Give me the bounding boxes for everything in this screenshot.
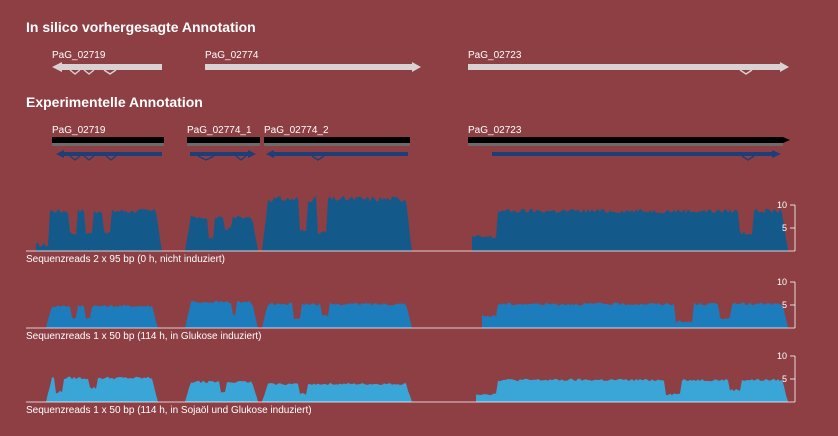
track-tick-label-10-2: 10	[777, 277, 787, 287]
track-tick-label-5-3: 5	[782, 374, 787, 384]
track-caption-3: Sequenzreads 1 x 50 bp (114 h, in Sojaöl…	[26, 405, 312, 416]
predicted-intron-marks-3	[739, 69, 753, 75]
strand-introns-2	[197, 155, 247, 161]
strand-arrow-1	[56, 150, 162, 158]
strand-introns-3	[311, 155, 325, 161]
track-tick-label-10-1: 10	[777, 200, 787, 210]
track-caption-1: Sequenzreads 2 x 95 bp (0 h, nicht induz…	[26, 254, 225, 265]
coverage-track-3: 10 5 Sequenzreads 1 x 50 bp (114 h, in S…	[26, 351, 796, 416]
transcript-shadow-1	[52, 143, 164, 146]
coverage-track-1: 10 5 Sequenzreads 2 x 95 bp (0 h, nicht …	[26, 196, 796, 265]
transcript-shadow-3	[264, 143, 410, 146]
predicted-arrow-3	[468, 62, 789, 72]
experimental-gene-label-2: PaG_02774_1	[187, 125, 252, 136]
experimental-transcripts	[52, 137, 790, 146]
strand-introns-1	[69, 155, 117, 161]
experimental-gene-label-1: PaG_02719	[52, 125, 106, 136]
strand-arrow-4	[492, 150, 781, 158]
coverage-track-2: 10 5 Sequenzreads 1 x 50 bp (114 h, in G…	[26, 277, 796, 342]
experimental-gene-label-3: PaG_02774_2	[264, 125, 329, 136]
transcript-bar-1	[52, 137, 164, 143]
transcript-shadow-4	[468, 143, 783, 146]
predicted-arrow-2	[205, 62, 421, 72]
track-tick-label-5-2: 5	[782, 300, 787, 310]
predicted-gene-label-1: PaG_02719	[52, 50, 106, 61]
predicted-intron-marks-1	[69, 69, 117, 75]
track-tick-label-10-3: 10	[777, 351, 787, 361]
coverage-area-2	[46, 300, 788, 328]
transcript-shadow-2	[187, 143, 260, 146]
strand-introns-4	[741, 155, 755, 161]
track-caption-2: Sequenzreads 1 x 50 bp (114 h, in Glukos…	[26, 331, 262, 342]
predicted-section-title: In silico vorhergesagte Annotation	[26, 19, 256, 35]
strand-arrow-2	[190, 150, 256, 158]
track-tick-label-5-1: 5	[782, 223, 787, 233]
coverage-area-1	[36, 196, 788, 251]
experimental-gene-label-4: PaG_02723	[468, 125, 522, 136]
experimental-section-title: Experimentelle Annotation	[26, 94, 203, 110]
coverage-area-3	[46, 376, 788, 402]
predicted-gene-arrows	[52, 62, 789, 75]
transcript-bar-3	[264, 137, 410, 143]
predicted-gene-label-2: PaG_02774	[205, 50, 259, 61]
transcript-bar-2	[187, 137, 260, 143]
predicted-gene-label-3: PaG_02723	[468, 50, 522, 61]
transcript-bar-4	[468, 137, 790, 143]
predicted-arrow-1	[52, 62, 162, 72]
strand-arrows	[56, 150, 781, 161]
strand-arrow-3	[266, 150, 408, 158]
